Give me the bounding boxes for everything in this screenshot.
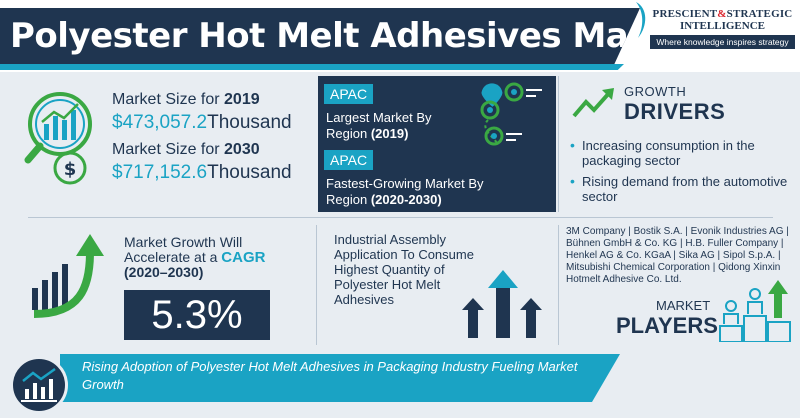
value-2030: $717,152.6 bbox=[112, 162, 208, 183]
map-pin-icon bbox=[480, 82, 542, 146]
market-players-list: 3M Company | Bostik S.A. | Evonik Indust… bbox=[566, 226, 789, 285]
page-title: Polyester Hot Melt Adhesives Market bbox=[10, 16, 705, 56]
apac-chip-largest: APAC bbox=[324, 84, 374, 104]
year-2019: 2019 bbox=[224, 91, 260, 108]
cagr-value: 5.3% bbox=[124, 290, 270, 340]
cagr-highlight: CAGR bbox=[221, 249, 266, 266]
unit-2019: Thousand bbox=[207, 112, 292, 133]
magnifier-chart-icon bbox=[24, 92, 92, 164]
cagr-text: Market Growth Will Accelerate at a CAGR … bbox=[124, 235, 304, 280]
cagr-lead-text: Market Growth Will Accelerate at a bbox=[124, 234, 243, 265]
footer-band bbox=[60, 354, 620, 402]
apac-chip-fastest: APAC bbox=[324, 150, 374, 170]
line-chart-icon bbox=[21, 367, 57, 402]
market-size-2019-value: $473,057.2Thousand bbox=[112, 110, 312, 136]
value-2019: $473,057.2 bbox=[112, 112, 208, 133]
footer-badge bbox=[10, 356, 68, 414]
list-item: Rising demand from the automotive sector bbox=[570, 174, 795, 204]
logo-swoosh-icon bbox=[636, 2, 646, 38]
logo-word-prescient: PRESCIENT bbox=[652, 8, 718, 20]
market-size-block: Market Size for 2019 $473,057.2Thousand … bbox=[112, 90, 312, 186]
list-item: Increasing consumption in the packaging … bbox=[570, 138, 795, 168]
market-size-2030-label: Market Size for 2030 bbox=[112, 140, 312, 160]
title-bar: Polyester Hot Melt Adhesives Market bbox=[0, 8, 640, 64]
arrows-up-icon bbox=[462, 270, 542, 338]
apac-largest-text: Largest Market By Region bbox=[326, 110, 432, 141]
label-prefix: Market Size for bbox=[112, 91, 225, 108]
logo-word-strategic: STRATEGIC bbox=[726, 8, 793, 20]
apac-fastest-text: Fastest-Growing Market By Region bbox=[326, 176, 484, 207]
logo-word-intelligence: INTELLIGENCE bbox=[680, 20, 765, 32]
logo-tagline: Where knowledge inspires strategy bbox=[650, 35, 795, 49]
apac-largest-desc: Largest Market By Region (2019) bbox=[326, 110, 466, 142]
dollar-icon: $ bbox=[53, 151, 87, 185]
header: Polyester Hot Melt Adhesives Market PRES… bbox=[0, 0, 800, 72]
cagr-period: (2020–2030) bbox=[124, 264, 204, 280]
divider-vertical bbox=[558, 225, 559, 345]
label-prefix: Market Size for bbox=[112, 141, 225, 158]
footer-banner: Rising Adoption of Polyester Hot Melt Ad… bbox=[0, 350, 800, 418]
year-2030: 2030 bbox=[224, 141, 260, 158]
growth-drivers-title-line2: DRIVERS bbox=[624, 99, 726, 124]
divider-vertical bbox=[558, 76, 559, 212]
divider-vertical bbox=[316, 225, 317, 345]
divider-horizontal bbox=[28, 217, 773, 218]
market-size-2030-value: $717,152.6Thousand bbox=[112, 160, 312, 186]
growth-arrow-icon bbox=[572, 88, 614, 118]
growth-drivers-list: Increasing consumption in the packaging … bbox=[570, 138, 795, 210]
logo-ampersand: & bbox=[717, 8, 727, 20]
footer-headline: Rising Adoption of Polyester Hot Melt Ad… bbox=[82, 359, 578, 392]
apac-largest-year: (2019) bbox=[370, 126, 409, 141]
people-podium-icon bbox=[719, 280, 791, 342]
market-players-title-line1: MARKET bbox=[656, 298, 711, 313]
apac-panel: APAC Largest Market By Region (2019) APA… bbox=[318, 76, 556, 212]
apac-fastest-year: (2020-2030) bbox=[370, 192, 442, 207]
brand-logo[interactable]: PRESCIENT&STRATEGIC INTELLIGENCE Where k… bbox=[650, 8, 795, 58]
svg-text:$: $ bbox=[64, 159, 77, 180]
market-size-2019-label: Market Size for 2019 bbox=[112, 90, 312, 110]
market-players-title-line2: PLAYERS bbox=[616, 313, 718, 338]
title-accent-stripe bbox=[0, 64, 624, 70]
unit-2030: Thousand bbox=[207, 162, 292, 183]
growth-drivers-title-line1: GROWTH bbox=[624, 84, 687, 99]
bar-growth-icon bbox=[32, 234, 104, 318]
industrial-application-text: Industrial Assembly Application To Consu… bbox=[334, 232, 474, 307]
apac-fastest-desc: Fastest-Growing Market By Region (2020-2… bbox=[326, 176, 496, 208]
